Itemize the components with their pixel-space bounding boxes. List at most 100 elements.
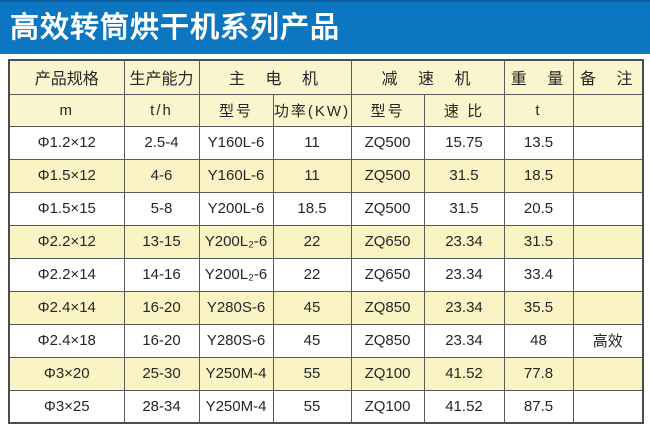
cell-speed-ratio: 15.75 <box>423 125 505 160</box>
table-row: Φ2.2×12 13-15 Y200L₂-6 22 ZQ650 23.34 31… <box>8 224 644 259</box>
header-product-spec: 产品规格 <box>8 59 125 95</box>
cell-speed-ratio: 23.34 <box>423 257 505 292</box>
cell-speed-ratio: 23.34 <box>423 290 505 325</box>
cell-motor-power: 18.5 <box>272 191 352 226</box>
cell-remark <box>572 389 644 424</box>
cell-spec: Φ2.2×14 <box>8 257 125 292</box>
cell-motor-model: Y160L-6 <box>198 125 274 160</box>
cell-weight: 77.8 <box>503 356 574 391</box>
cell-capacity: 16-20 <box>123 290 200 325</box>
cell-spec: Φ1.5×12 <box>8 158 125 193</box>
table-row: Φ1.5×15 5-8 Y200L-6 18.5 ZQ500 31.5 20.5 <box>8 191 644 226</box>
subheader-capacity-unit: t/h <box>123 93 200 127</box>
cell-motor-model: Y200L₂-6 <box>198 224 274 259</box>
cell-reducer-model: ZQ650 <box>350 257 425 292</box>
cell-spec: Φ2.4×14 <box>8 290 125 325</box>
cell-remark <box>572 290 644 325</box>
cell-spec: Φ3×25 <box>8 389 125 424</box>
cell-reducer-model: ZQ100 <box>350 356 425 391</box>
cell-motor-model: Y160L-6 <box>198 158 274 193</box>
cell-capacity: 14-16 <box>123 257 200 292</box>
table-row: Φ1.5×12 4-6 Y160L-6 11 ZQ500 31.5 18.5 <box>8 158 644 193</box>
table-row: Φ2.4×14 16-20 Y280S-6 45 ZQ850 23.34 35.… <box>8 290 644 325</box>
cell-motor-power: 55 <box>272 356 352 391</box>
cell-motor-model: Y200L₂-6 <box>198 257 274 292</box>
page-title: 高效转筒烘干机系列产品 <box>10 11 341 44</box>
cell-weight: 87.5 <box>503 389 574 424</box>
cell-reducer-model: ZQ850 <box>350 323 425 358</box>
cell-reducer-model: ZQ500 <box>350 125 425 160</box>
cell-capacity: 13-15 <box>123 224 200 259</box>
cell-spec: Φ2.4×18 <box>8 323 125 358</box>
title-banner: 高效转筒烘干机系列产品 <box>0 0 650 54</box>
subheader-speed-ratio: 速 比 <box>423 93 505 127</box>
cell-motor-model: Y280S-6 <box>198 290 274 325</box>
subheader-remark-blank <box>572 93 644 127</box>
header-group-row: 产品规格 生产能力 主 电 机 减 速 机 重 量 备 注 <box>8 59 644 95</box>
table-body: Φ1.2×12 2.5-4 Y160L-6 11 ZQ500 15.75 13.… <box>8 125 644 424</box>
cell-remark: 高效 <box>572 323 644 358</box>
header-weight: 重 量 <box>503 59 574 95</box>
subheader-motor-power: 功率(KW) <box>272 93 352 127</box>
cell-spec: Φ2.2×12 <box>8 224 125 259</box>
cell-spec: Φ1.5×15 <box>8 191 125 226</box>
header-remark: 备 注 <box>572 59 644 95</box>
cell-motor-model: Y200L-6 <box>198 191 274 226</box>
cell-speed-ratio: 41.52 <box>423 389 505 424</box>
cell-reducer-model: ZQ500 <box>350 158 425 193</box>
cell-motor-model: Y250M-4 <box>198 389 274 424</box>
cell-remark <box>572 356 644 391</box>
cell-motor-model: Y280S-6 <box>198 323 274 358</box>
cell-motor-power: 11 <box>272 158 352 193</box>
table-header: 产品规格 生产能力 主 电 机 减 速 机 重 量 备 注 m t/h 型号 功… <box>8 59 644 127</box>
cell-remark <box>572 191 644 226</box>
cell-motor-power: 22 <box>272 224 352 259</box>
cell-capacity: 2.5-4 <box>123 125 200 160</box>
cell-capacity: 25-30 <box>123 356 200 391</box>
table-row: Φ2.4×18 16-20 Y280S-6 45 ZQ850 23.34 48 … <box>8 323 644 358</box>
cell-motor-power: 55 <box>272 389 352 424</box>
subheader-spec-unit: m <box>8 93 125 127</box>
table-row: Φ3×20 25-30 Y250M-4 55 ZQ100 41.52 77.8 <box>8 356 644 391</box>
header-main-motor: 主 电 机 <box>198 59 352 95</box>
cell-reducer-model: ZQ850 <box>350 290 425 325</box>
cell-speed-ratio: 31.5 <box>423 191 505 226</box>
cell-remark <box>572 125 644 160</box>
cell-weight: 18.5 <box>503 158 574 193</box>
cell-motor-power: 11 <box>272 125 352 160</box>
cell-motor-model: Y250M-4 <box>198 356 274 391</box>
subheader-motor-model: 型号 <box>198 93 274 127</box>
cell-spec: Φ3×20 <box>8 356 125 391</box>
cell-speed-ratio: 23.34 <box>423 224 505 259</box>
cell-weight: 31.5 <box>503 224 574 259</box>
cell-weight: 20.5 <box>503 191 574 226</box>
cell-reducer-model: ZQ650 <box>350 224 425 259</box>
cell-motor-power: 45 <box>272 290 352 325</box>
cell-motor-power: 22 <box>272 257 352 292</box>
table-row: Φ1.2×12 2.5-4 Y160L-6 11 ZQ500 15.75 13.… <box>8 125 644 160</box>
cell-reducer-model: ZQ100 <box>350 389 425 424</box>
product-spec-table: 产品规格 生产能力 主 电 机 减 速 机 重 量 备 注 m t/h 型号 功… <box>8 59 644 424</box>
cell-weight: 35.5 <box>503 290 574 325</box>
subheader-reducer-model: 型号 <box>350 93 425 127</box>
cell-remark <box>572 158 644 193</box>
subheader-weight-unit: t <box>503 93 574 127</box>
cell-reducer-model: ZQ500 <box>350 191 425 226</box>
cell-capacity: 4-6 <box>123 158 200 193</box>
cell-speed-ratio: 23.34 <box>423 323 505 358</box>
table-row: Φ3×25 28-34 Y250M-4 55 ZQ100 41.52 87.5 <box>8 389 644 424</box>
cell-weight: 48 <box>503 323 574 358</box>
cell-weight: 13.5 <box>503 125 574 160</box>
cell-spec: Φ1.2×12 <box>8 125 125 160</box>
cell-capacity: 16-20 <box>123 323 200 358</box>
table-row: Φ2.2×14 14-16 Y200L₂-6 22 ZQ650 23.34 33… <box>8 257 644 292</box>
cell-capacity: 28-34 <box>123 389 200 424</box>
cell-weight: 33.4 <box>503 257 574 292</box>
header-capacity: 生产能力 <box>123 59 200 95</box>
cell-speed-ratio: 31.5 <box>423 158 505 193</box>
cell-capacity: 5-8 <box>123 191 200 226</box>
header-reducer: 减 速 机 <box>350 59 505 95</box>
cell-remark <box>572 257 644 292</box>
header-sub-row: m t/h 型号 功率(KW) 型号 速 比 t <box>8 93 644 127</box>
cell-motor-power: 45 <box>272 323 352 358</box>
